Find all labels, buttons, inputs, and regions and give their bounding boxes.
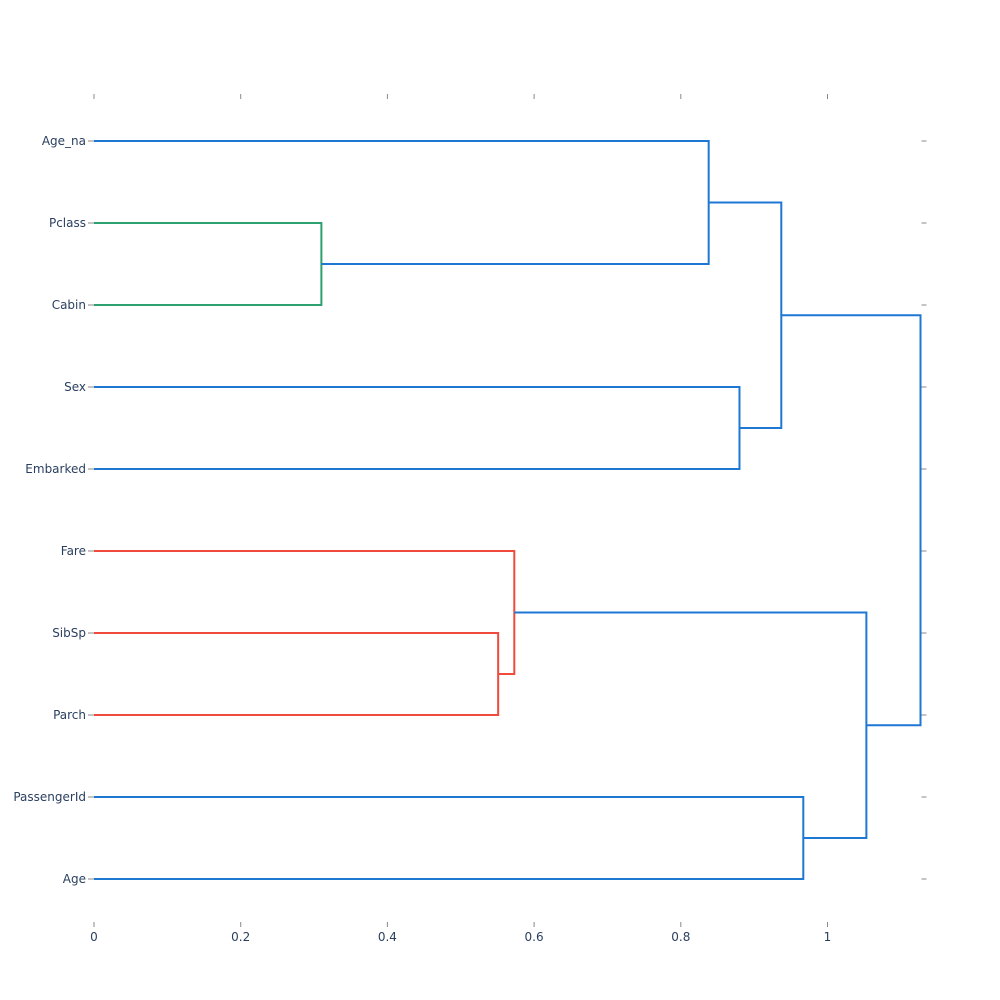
top-axis [93, 94, 828, 99]
leaf-label: Fare [61, 544, 86, 558]
leaf-label: Embarked [25, 462, 86, 476]
dendrogram-link [781, 314, 922, 727]
dendrogram-link [94, 632, 500, 716]
dendrogram-links [94, 140, 922, 880]
x-tick-label: 0.2 [231, 930, 250, 944]
dendrogram-link [514, 611, 868, 839]
leaf-label: Age_na [42, 134, 86, 148]
leaf-label: Age [63, 872, 86, 886]
leaf-labels: Age_na Pclass Cabin Sex Embarked Fare SibSp Par… [13, 134, 94, 886]
dendrogram-link [94, 140, 710, 265]
x-tick-label: 0 [90, 930, 98, 944]
leaf-label: Sex [64, 380, 86, 394]
leaf-label: SibSp [52, 626, 86, 640]
dendrogram-link [94, 796, 805, 880]
x-tick-label: 0.4 [378, 930, 397, 944]
x-tick-label: 1 [824, 930, 832, 944]
x-axis: 0 0.2 0.4 0.6 0.8 1 [90, 922, 831, 944]
dendrogram-link [94, 386, 741, 470]
right-axis [921, 140, 927, 880]
dendrogram-link [94, 222, 323, 306]
dendrogram-link [94, 550, 516, 675]
x-tick-label: 0.6 [525, 930, 544, 944]
leaf-label: Parch [53, 708, 86, 722]
leaf-label: PassengerId [13, 790, 86, 804]
x-tick-label: 0.8 [671, 930, 690, 944]
leaf-label: Pclass [49, 216, 86, 230]
dendrogram-link [708, 201, 783, 429]
leaf-label: Cabin [52, 298, 86, 312]
